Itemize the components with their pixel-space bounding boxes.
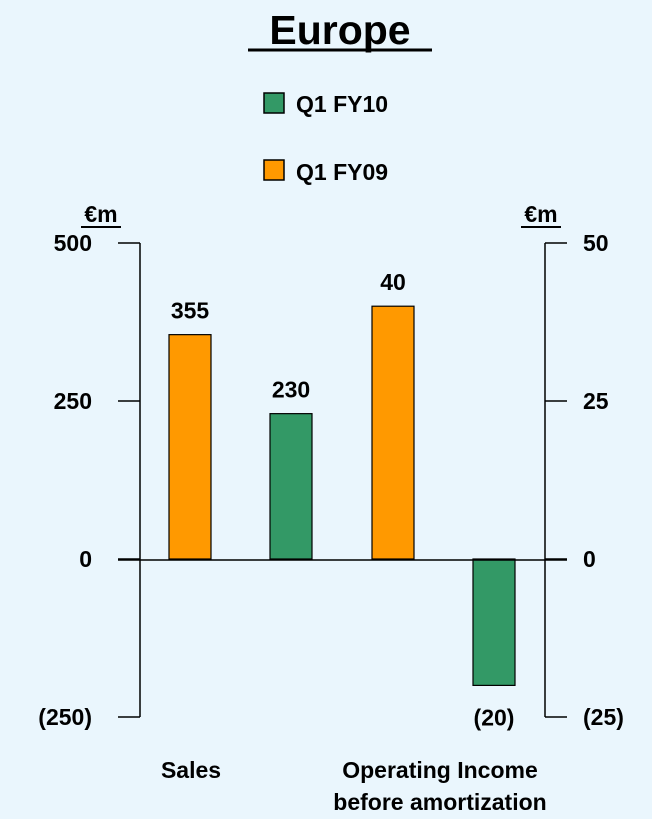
data-label: 355 [171, 298, 210, 324]
data-label: 40 [380, 269, 406, 295]
bar [472, 558, 516, 687]
left-tick-label: 0 [79, 546, 92, 572]
chart-title: Europe [269, 7, 410, 53]
left-tick-label: 500 [54, 230, 92, 256]
legend-item-q1-fy09: Q1 FY09 [263, 159, 388, 185]
right-tick-label: 25 [583, 388, 609, 414]
data-label: (20) [474, 704, 515, 730]
left-unit-label: €m [84, 201, 117, 227]
bar [269, 413, 313, 560]
legend: Q1 FY10 Q1 FY09 [263, 91, 388, 185]
right-unit-label: €m [524, 201, 557, 227]
category-label-sales: Sales [161, 757, 221, 783]
bar [168, 334, 212, 560]
data-label: 230 [272, 377, 310, 403]
legend-label: Q1 FY10 [296, 91, 388, 117]
legend-item-q1-fy10: Q1 FY10 [263, 91, 388, 117]
right-tick-label: 0 [583, 546, 596, 572]
left-tick-label: 250 [54, 388, 92, 414]
legend-label: Q1 FY09 [296, 159, 388, 185]
legend-swatch [263, 92, 285, 114]
left-tick-label: (250) [38, 704, 92, 730]
right-tick-label: 50 [583, 230, 609, 256]
right-tick-label: (25) [583, 704, 624, 730]
bar [371, 305, 415, 560]
category-label-operating-income: Operating Income [342, 757, 538, 783]
legend-swatch [263, 159, 285, 181]
category-label-operating-income-line2: before amortization [333, 789, 546, 815]
